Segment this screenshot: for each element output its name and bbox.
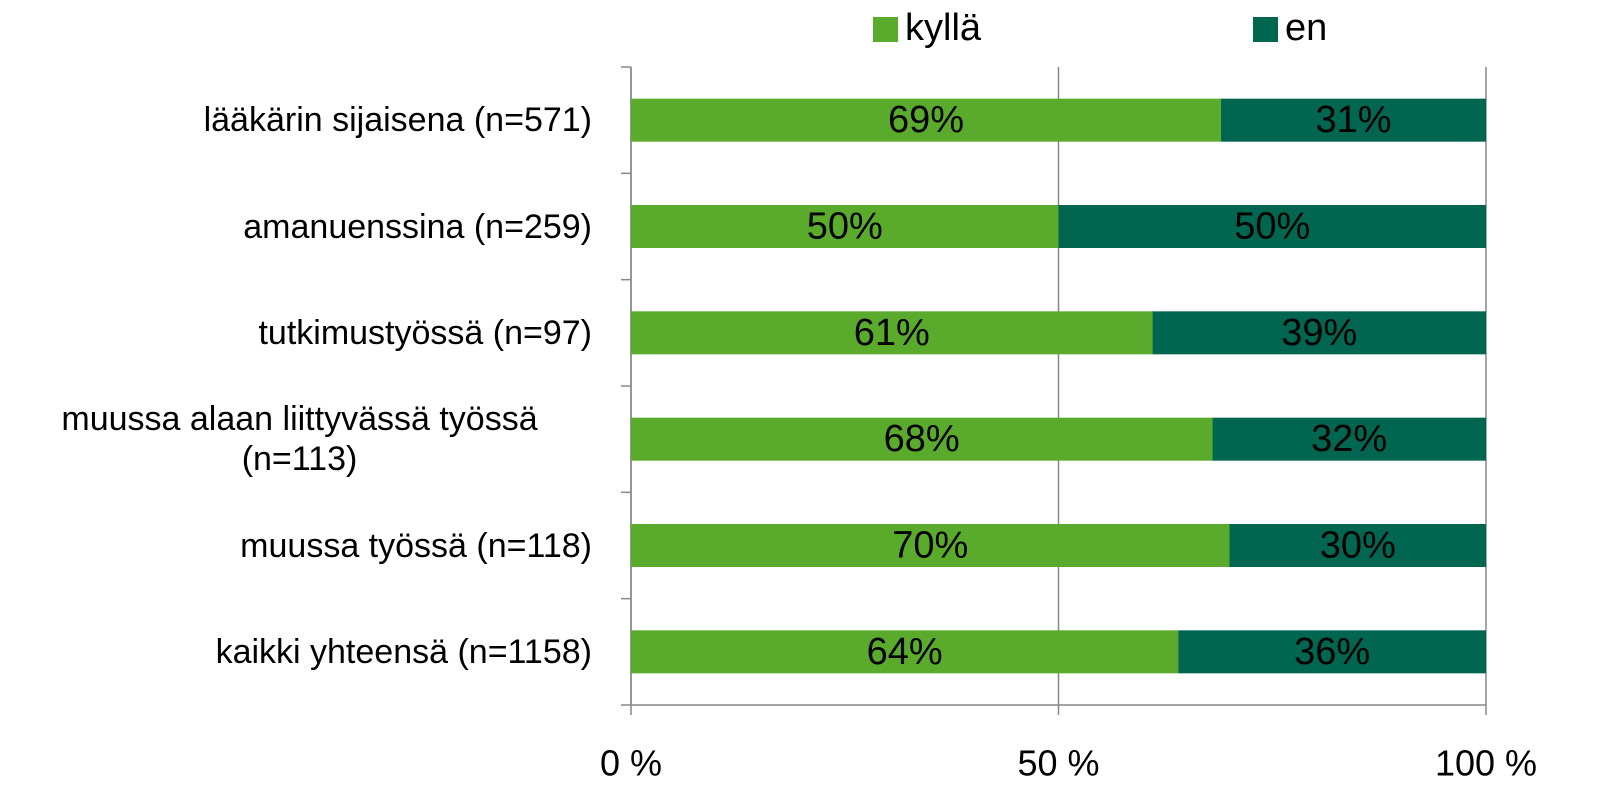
value-label: 31% [1315, 99, 1391, 141]
legend-swatch [1253, 17, 1278, 42]
bar-segment [1178, 630, 1486, 674]
value-label: 50% [1234, 206, 1310, 248]
legend-label: en [1285, 7, 1327, 49]
x-tick-label: 50 % [1017, 743, 1099, 784]
category-label: kaikki yhteensä (n=1158) [0, 602, 592, 702]
bar-segment [631, 205, 1059, 248]
bar-segment [631, 524, 1230, 567]
value-label: 64% [867, 631, 943, 673]
category-text: muussa työssä (n=118) [240, 526, 592, 565]
bar-segment [631, 311, 1153, 355]
value-label: 39% [1281, 312, 1357, 354]
category-label: muussa alaan liittyvässä työssä (n=113) [0, 389, 592, 489]
legend-swatch [873, 17, 898, 42]
value-label: 61% [854, 312, 930, 354]
bar-segment [1152, 311, 1486, 355]
category-label: amanuenssina (n=259) [0, 177, 592, 277]
value-label: 68% [884, 418, 960, 460]
category-label: muussa työssä (n=118) [0, 496, 592, 596]
legend-label: kyllä [905, 7, 982, 49]
x-tick-label: 100 % [1435, 743, 1537, 784]
value-label: 69% [888, 99, 964, 141]
value-label: 30% [1320, 525, 1396, 567]
bar-segment [1220, 98, 1486, 142]
value-label: 50% [807, 206, 883, 248]
category-text: tutkimustyössä (n=97) [258, 313, 592, 352]
category-label: lääkärin sijaisena (n=571) [0, 70, 592, 170]
category-text: kaikki yhteensä (n=1158) [215, 632, 592, 671]
x-tick-label: 0 % [600, 743, 662, 784]
category-text: muussa alaan liittyvässä työssä (n=113) [61, 400, 538, 479]
value-label: 32% [1311, 418, 1387, 460]
bar-segment [631, 630, 1179, 674]
category-label: tutkimustyössä (n=97) [0, 283, 592, 383]
category-text: lääkärin sijaisena (n=571) [203, 101, 592, 140]
bar-segment [631, 417, 1213, 461]
bar-segment [1212, 417, 1486, 461]
category-text: amanuenssina (n=259) [243, 207, 592, 246]
bar-segment [631, 98, 1221, 142]
value-label: 70% [892, 525, 968, 567]
bar-segment [1058, 205, 1486, 248]
value-label: 36% [1294, 631, 1370, 673]
bar-segment [1229, 524, 1486, 567]
